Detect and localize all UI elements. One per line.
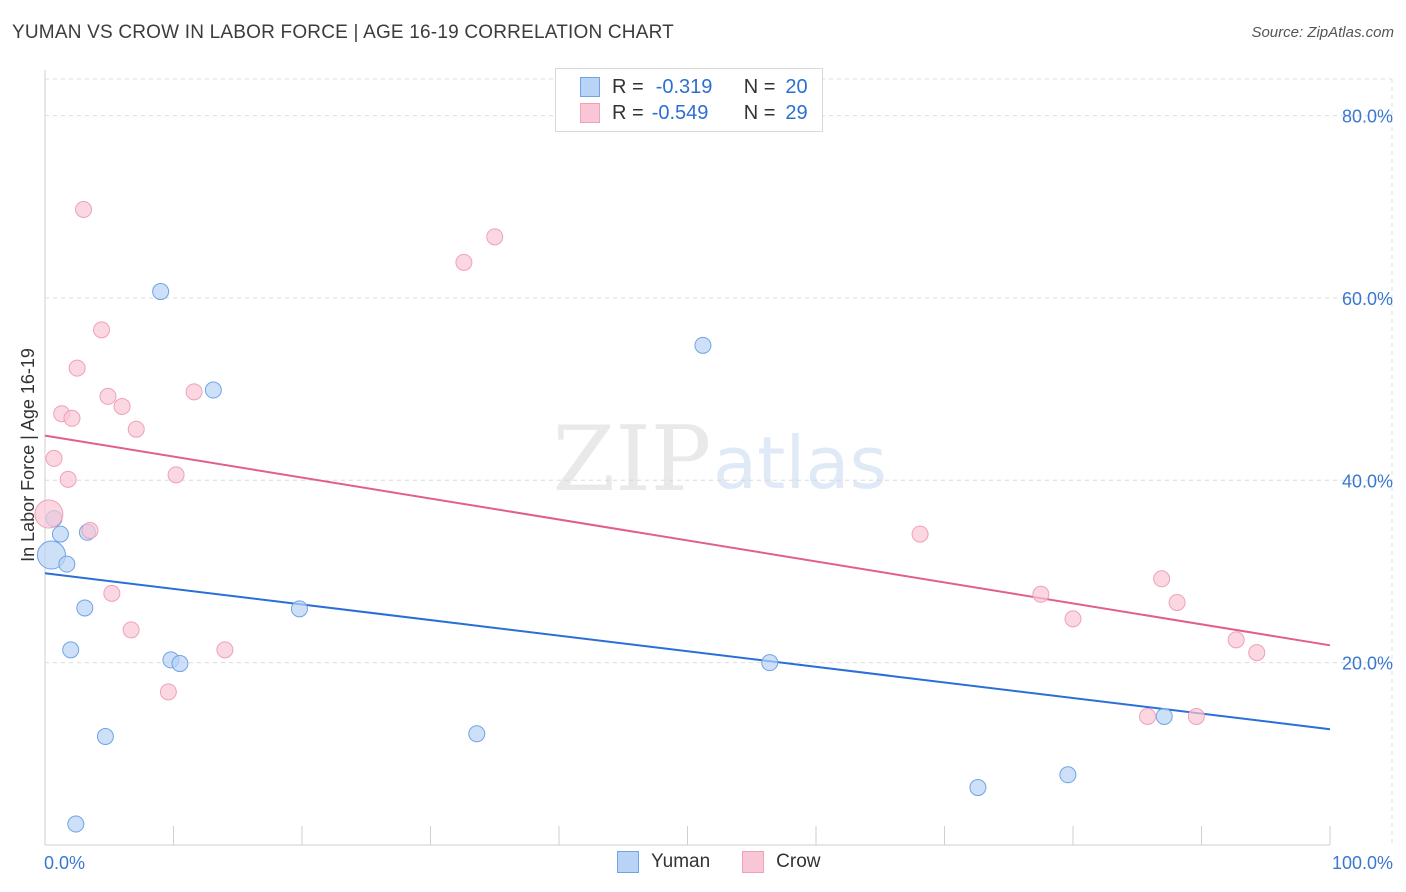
point-crow: [1168, 593, 1186, 611]
point-crow: [113, 397, 131, 415]
point-crow: [185, 383, 203, 401]
trend-lines: [44, 434, 1331, 731]
point-crow: [81, 521, 99, 539]
point-crow: [455, 253, 473, 271]
legend-row-crow: R = -0.549 N = 29: [580, 100, 808, 126]
series-swatch-crow: [742, 851, 765, 873]
point-yuman: [694, 336, 712, 354]
point-crow: [1032, 585, 1050, 603]
point-yuman: [468, 725, 486, 743]
trend-line-yuman: [44, 572, 1331, 731]
point-yuman: [96, 728, 114, 745]
point-yuman: [1059, 766, 1077, 784]
x-tick-label-min: 0.0%: [44, 853, 85, 873]
point-yuman: [171, 655, 189, 673]
legend-n-value: 20: [785, 75, 808, 98]
axis-labels: 20.0% 40.0% 60.0% 80.0% 0.0% 100.0% In Labor F…: [18, 107, 1393, 873]
point-crow: [68, 359, 86, 377]
series-legend-crow[interactable]: Crow: [742, 851, 821, 873]
legend-r-value: -0.319: [655, 75, 713, 98]
source-label: Source: ZipAtlas.com: [1251, 24, 1394, 41]
data-points: [34, 201, 1266, 833]
point-crow: [122, 621, 140, 639]
legend-r-value: -0.549: [651, 101, 709, 124]
watermark-zip: ZIP: [553, 407, 712, 512]
legend-n-label: N =: [743, 75, 776, 98]
trend-line-crow: [44, 434, 1331, 647]
series-name-crow: Crow: [776, 851, 821, 872]
watermark-atlas: atlas: [713, 421, 887, 505]
point-crow: [59, 470, 77, 488]
series-name-yuman: Yuman: [651, 851, 711, 872]
point-yuman: [36, 540, 66, 570]
legend-n-label: N =: [743, 101, 776, 124]
point-crow: [216, 641, 234, 659]
watermark: ZIP atlas: [553, 407, 887, 512]
series-swatch-yuman: [617, 851, 639, 873]
legend-r-label: R =: [612, 75, 644, 98]
point-crow: [75, 201, 93, 218]
point-crow: [99, 387, 117, 405]
point-yuman: [62, 641, 80, 659]
y-tick-label: 60.0%: [1342, 289, 1393, 309]
y-tick-label: 80.0%: [1342, 107, 1393, 127]
x-tick-label-max: 100.0%: [1332, 853, 1393, 873]
point-crow: [167, 466, 185, 484]
point-crow: [103, 584, 121, 602]
point-yuman: [152, 283, 170, 301]
legend-row-yuman: R = -0.319 N = 20: [580, 74, 808, 100]
legend-swatch-yuman: [580, 77, 600, 97]
point-crow: [63, 409, 81, 427]
point-yuman: [76, 599, 94, 617]
point-crow: [1064, 610, 1082, 628]
correlation-legend: R = -0.319 N = 20 R = -0.549 N = 29: [555, 68, 823, 132]
point-crow: [127, 420, 145, 438]
point-crow: [911, 525, 929, 543]
axes: [44, 70, 1331, 846]
point-yuman: [58, 555, 76, 573]
legend-r-label: R =: [612, 101, 644, 124]
point-crow: [1153, 570, 1171, 588]
point-crow: [34, 499, 64, 529]
point-crow: [1139, 707, 1157, 725]
point-yuman: [969, 779, 987, 797]
point-yuman: [1155, 707, 1173, 725]
point-crow: [486, 228, 504, 246]
legend-swatch-crow: [580, 103, 600, 123]
y-axis-title: In Labor Force | Age 16-19: [18, 348, 38, 562]
point-yuman: [290, 600, 308, 618]
series-legend-yuman[interactable]: Yuman: [617, 851, 710, 873]
point-yuman: [761, 654, 779, 672]
series-legend: Yuman Crow: [617, 851, 853, 873]
point-crow: [1248, 644, 1266, 662]
y-tick-label: 20.0%: [1342, 654, 1393, 674]
point-yuman: [51, 525, 69, 543]
point-yuman: [204, 381, 222, 399]
point-crow: [159, 683, 177, 701]
point-yuman: [67, 815, 85, 833]
point-crow: [1227, 631, 1245, 649]
point-crow: [45, 449, 63, 467]
y-tick-label: 40.0%: [1342, 471, 1393, 491]
chart-title: YUMAN VS CROW IN LABOR FORCE | AGE 16-19…: [12, 22, 674, 43]
point-crow: [93, 321, 111, 339]
legend-n-value: 29: [785, 101, 808, 124]
point-crow: [1187, 707, 1205, 725]
